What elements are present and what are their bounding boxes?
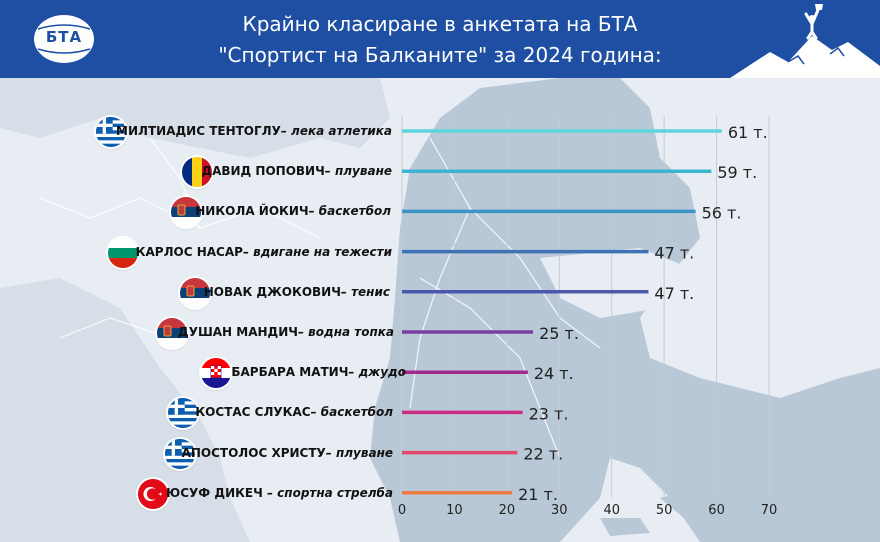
athlete-sport: – джудо bbox=[348, 365, 406, 380]
athlete-row: АПОСТОЛОС ХРИСТУ– плуване bbox=[165, 438, 393, 469]
x-axis-ticks: 0 10 20 30 40 50 60 70 bbox=[398, 503, 777, 518]
athlete-sport: – плуване bbox=[324, 164, 392, 179]
bar-value-label: 22 т. bbox=[523, 445, 563, 464]
bar-value-label: 56 т. bbox=[702, 203, 742, 222]
bar-value-label: 59 т. bbox=[717, 163, 757, 182]
x-tick-label: 30 bbox=[551, 503, 568, 518]
athlete-label: ДУШАН МАНДИЧ– водна топка bbox=[178, 325, 394, 339]
croatia-flag-icon bbox=[201, 358, 231, 389]
bta-logo[interactable]: БТА bbox=[30, 12, 98, 66]
athlete-sport: – плуване bbox=[325, 445, 393, 460]
turkey-flag-icon bbox=[138, 478, 168, 509]
athlete-name: БАРБАРА МАТИЧ bbox=[231, 365, 349, 380]
bulgaria-flag-icon bbox=[108, 237, 138, 268]
athlete-row: ДАВИД ПОПОВИЧ– плуване bbox=[182, 157, 392, 188]
athlete-label: ДАВИД ПОПОВИЧ– плуване bbox=[201, 164, 392, 178]
globe-icon bbox=[34, 15, 94, 63]
bar-value-label: 47 т. bbox=[654, 284, 694, 303]
serbia-flag-icon bbox=[180, 277, 210, 308]
x-tick-label: 70 bbox=[761, 503, 778, 518]
athlete-row: ДУШАН МАНДИЧ– водна топка bbox=[157, 318, 394, 348]
athlete-sport: – баскетбол bbox=[308, 204, 391, 219]
athlete-label: АПОСТОЛОС ХРИСТУ– плуване bbox=[182, 446, 393, 460]
athlete-name: МИЛТИАДИС ТЕНТОГЛУ bbox=[116, 124, 281, 138]
athlete-name: ДУШАН МАНДИЧ bbox=[178, 325, 298, 339]
logo-text: БТА bbox=[45, 28, 83, 46]
mountain-trophy-icon bbox=[730, 4, 880, 78]
athlete-name: КОСТАС СЛУКАС bbox=[195, 405, 311, 420]
athlete-sport: – баскетбол bbox=[310, 405, 393, 420]
greece-flag-icon bbox=[165, 438, 195, 469]
athlete-name: НОВАК ДЖОКОВИЧ bbox=[203, 284, 341, 299]
athlete-label: БАРБАРА МАТИЧ– джудо bbox=[231, 365, 406, 379]
athlete-label: КОСТАС СЛУКАС– баскетбол bbox=[195, 405, 393, 419]
bar-value-label: 21 т. bbox=[518, 485, 558, 504]
x-tick-label: 40 bbox=[603, 503, 620, 518]
x-tick-label: 0 bbox=[398, 503, 406, 518]
athlete-row: КОСТАС СЛУКАС– баскетбол bbox=[168, 398, 393, 429]
athlete-row: КАРЛОС НАСАР– вдигане на тежести bbox=[108, 237, 392, 268]
athlete-name: ДАВИД ПОПОВИЧ bbox=[201, 164, 325, 179]
bar-value-label: 61 т. bbox=[728, 123, 768, 142]
athlete-name: АПОСТОЛОС ХРИСТУ bbox=[181, 445, 326, 460]
athlete-name: НИКОЛА ЙОКИЧ bbox=[195, 204, 309, 219]
header-bar: БТА Крайно класиране в анкетата на БТА "… bbox=[0, 0, 880, 78]
bar-value-label: 25 т. bbox=[539, 324, 579, 343]
bar-value-label: 24 т. bbox=[534, 364, 574, 383]
bar-value-label: 23 т. bbox=[529, 404, 569, 423]
x-tick-label: 10 bbox=[446, 503, 463, 518]
gridlines bbox=[401, 116, 770, 497]
data-labels: 61 т. 59 т. 56 т. 47 т. 47 т. 25 т. 24 т. 23 т.… bbox=[518, 123, 768, 504]
athlete-sport: – вдигане на тежести bbox=[242, 244, 392, 259]
athlete-row: НОВАК ДЖОКОВИЧ– тенис bbox=[180, 277, 390, 308]
athlete-sport: – тенис bbox=[340, 284, 390, 299]
x-tick-label: 50 bbox=[656, 503, 673, 518]
page-subtitle: "Спортист на Балканите" за 2024 година: bbox=[218, 43, 662, 67]
athlete-sport: – лека атлетика bbox=[280, 124, 392, 138]
bar-value-label: 47 т. bbox=[654, 244, 694, 263]
athlete-row: ЮСУФ ДИКЕЧ – спортна стрелба bbox=[138, 478, 393, 509]
romania-flag-icon bbox=[182, 157, 212, 188]
athlete-label: МИЛТИАДИС ТЕНТОГЛУ– лека атлетика bbox=[116, 124, 392, 138]
serbia-flag-icon bbox=[157, 318, 187, 348]
athlete-label: КАРЛОС НАСАР– вдигане на тежести bbox=[136, 245, 392, 259]
x-tick-label: 20 bbox=[499, 503, 516, 518]
athlete-label: ЮСУФ ДИКЕЧ – спортна стрелба bbox=[166, 486, 393, 500]
balkans-map-background bbox=[0, 78, 880, 542]
athlete-row: НИКОЛА ЙОКИЧ– баскетбол bbox=[171, 197, 391, 228]
bars bbox=[402, 129, 722, 495]
serbia-flag-icon bbox=[171, 197, 201, 228]
athlete-row: БАРБАРА МАТИЧ– джудо bbox=[201, 358, 406, 389]
greece-flag-icon bbox=[168, 398, 198, 429]
athlete-name: ЮСУФ ДИКЕЧ bbox=[166, 485, 263, 500]
greece-flag-icon bbox=[96, 117, 126, 147]
athlete-name: КАРЛОС НАСАР bbox=[135, 244, 243, 259]
page-title: Крайно класиране в анкетата на БТА bbox=[242, 12, 638, 36]
athlete-sport: – водна топка bbox=[297, 325, 394, 339]
athlete-row: МИЛТИАДИС ТЕНТОГЛУ– лека атлетика bbox=[96, 117, 392, 147]
athlete-label: НОВАК ДЖОКОВИЧ– тенис bbox=[204, 285, 390, 299]
athlete-label: НИКОЛА ЙОКИЧ– баскетбол bbox=[195, 204, 391, 218]
athlete-sport: – спортна стрелба bbox=[262, 485, 393, 500]
x-tick-label: 60 bbox=[708, 503, 725, 518]
